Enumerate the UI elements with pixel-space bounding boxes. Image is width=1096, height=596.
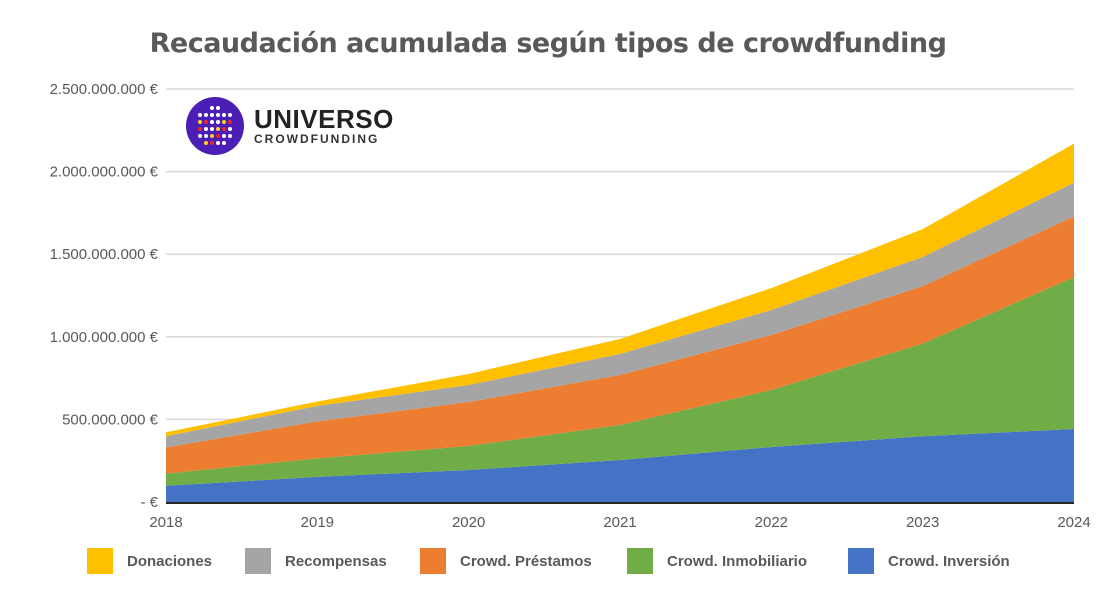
y-tick-label: 1.500.000.000 € bbox=[50, 246, 159, 263]
logo-text-universo: UNIVERSO bbox=[254, 104, 394, 134]
legend-label: Crowd. Inmobiliario bbox=[667, 552, 808, 570]
legend-label: Crowd. Inversión bbox=[888, 552, 1010, 570]
x-tick-label: 2018 bbox=[149, 514, 182, 531]
legend-label: Recompensas bbox=[285, 552, 387, 570]
legend-item: Recompensas bbox=[245, 548, 387, 574]
y-tick-label: 500.000.000 € bbox=[62, 411, 159, 428]
area-series-crowd-inversi-n bbox=[166, 428, 1074, 502]
legend-item: Donaciones bbox=[87, 548, 212, 574]
legend-item: Crowd. Préstamos bbox=[420, 548, 592, 574]
legend-swatch bbox=[420, 548, 446, 574]
legend-swatch bbox=[848, 548, 874, 574]
legend-swatch bbox=[245, 548, 271, 574]
legend: Donaciones Recompensas Crowd. Préstamos Cro… bbox=[0, 548, 1096, 576]
legend-item: Crowd. Inmobiliario bbox=[627, 548, 807, 574]
area-series-crowd-pr-stamos bbox=[166, 216, 1074, 474]
y-tick-label: 2.000.000.000 € bbox=[50, 164, 159, 181]
logo-text-crowdfunding: CROWDFUNDING bbox=[254, 132, 380, 146]
legend-swatch bbox=[627, 548, 653, 574]
x-tick-label: 2024 bbox=[1057, 514, 1090, 531]
area-series-recompensas bbox=[166, 182, 1074, 448]
legend-label: Donaciones bbox=[127, 552, 213, 570]
y-tick-label: 1.000.000.000 € bbox=[50, 329, 159, 346]
universo-crowdfunding-logo: UNIVERSO CROWDFUNDING bbox=[186, 97, 394, 155]
legend-swatch bbox=[87, 548, 113, 574]
area-series-crowd-inmobiliario bbox=[166, 277, 1074, 486]
y-tick-label: 2.500.000.000 € bbox=[50, 81, 159, 98]
x-tick-label: 2019 bbox=[301, 514, 334, 531]
chart-title: Recaudación acumulada según tipos de cro… bbox=[149, 28, 947, 59]
y-tick-label: - € bbox=[140, 494, 158, 511]
legend-label: Crowd. Préstamos bbox=[460, 552, 592, 570]
x-tick-label: 2023 bbox=[906, 514, 939, 531]
legend-item: Crowd. Inversión bbox=[848, 548, 1010, 574]
x-tick-label: 2021 bbox=[603, 514, 636, 531]
x-tick-label: 2020 bbox=[452, 514, 485, 531]
x-tick-label: 2022 bbox=[755, 514, 788, 531]
logo-dots-icon bbox=[186, 97, 244, 155]
